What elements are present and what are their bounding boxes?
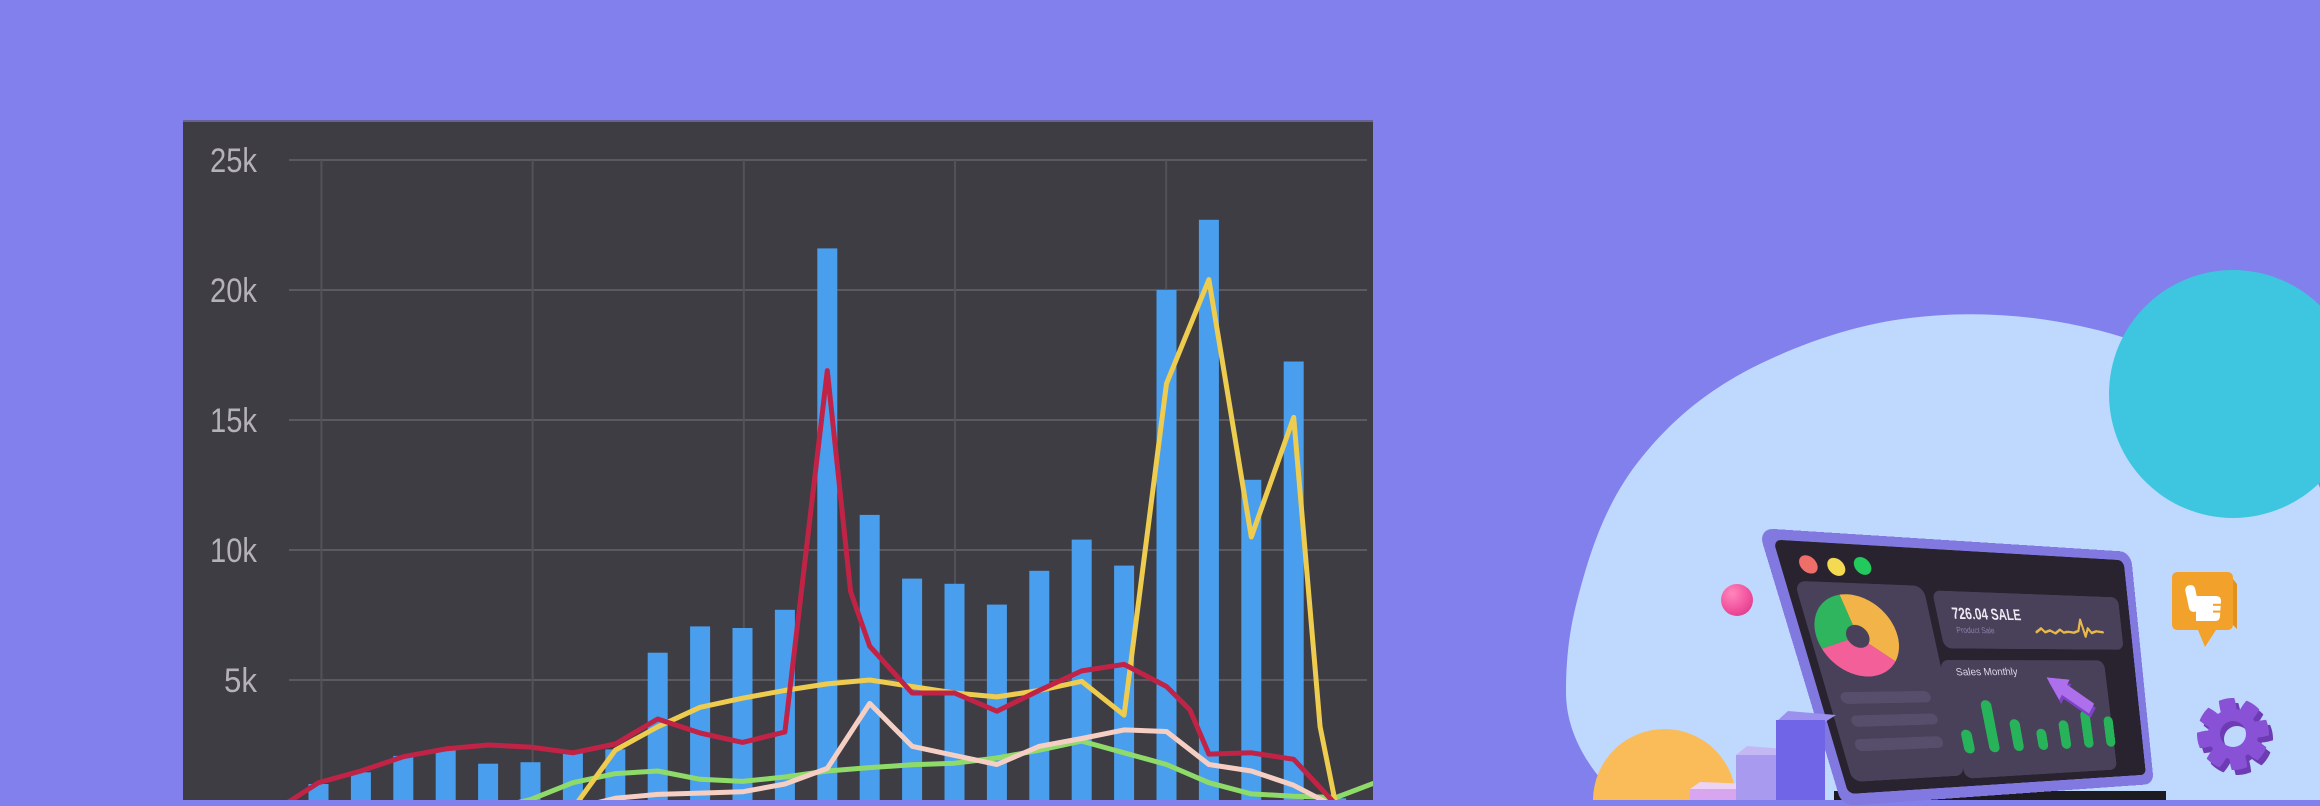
svg-text:5k: 5k bbox=[224, 662, 258, 700]
svg-text:25k: 25k bbox=[210, 142, 258, 180]
svg-text:10k: 10k bbox=[210, 532, 258, 570]
svg-text:20k: 20k bbox=[210, 272, 258, 310]
svg-text:15k: 15k bbox=[210, 402, 258, 440]
